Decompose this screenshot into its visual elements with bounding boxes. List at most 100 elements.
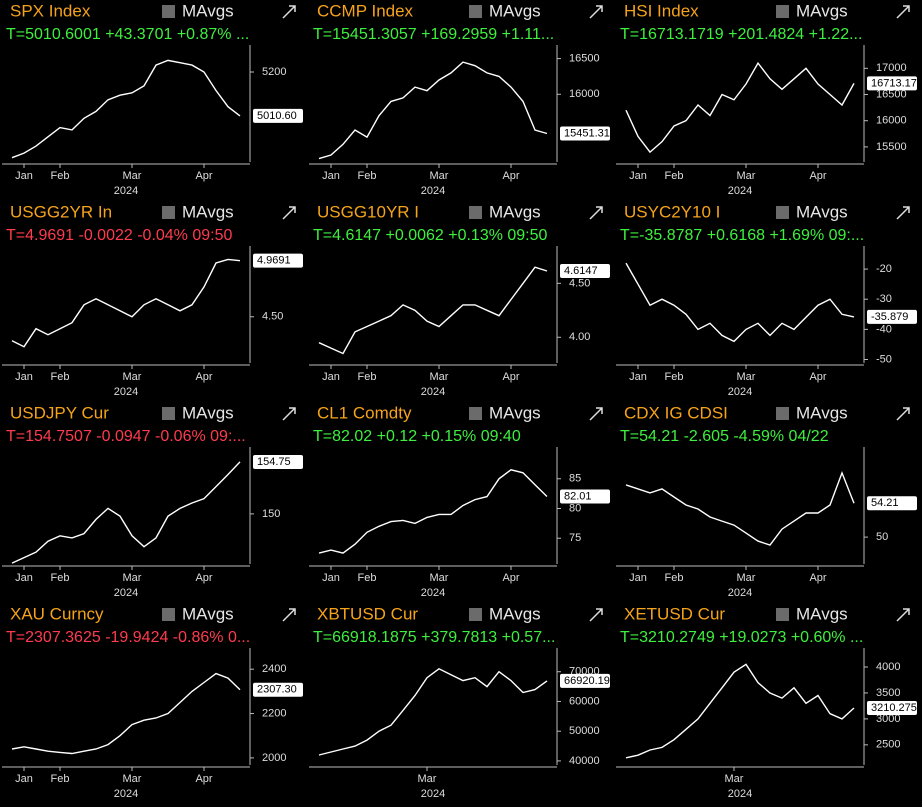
price-line bbox=[318, 266, 548, 355]
y-tick-label: 3000 bbox=[876, 713, 900, 725]
x-tick-label: Mar bbox=[123, 773, 142, 785]
expand-icon[interactable] bbox=[589, 5, 603, 19]
y-tick-label: 60000 bbox=[569, 695, 600, 707]
x-tick-label: Apr bbox=[502, 170, 519, 182]
expand-icon[interactable] bbox=[896, 5, 910, 19]
x-tick-label: Apr bbox=[502, 572, 519, 584]
y-tick-label: 16500 bbox=[876, 88, 907, 100]
toggle-label[interactable]: MAvgs bbox=[489, 403, 541, 422]
toggle-box[interactable] bbox=[469, 5, 482, 18]
x-tick-label: Feb bbox=[51, 371, 70, 383]
x-tick-label: Feb bbox=[665, 572, 684, 584]
chart-title[interactable]: CDX IG CDSI bbox=[624, 403, 728, 422]
chart-title[interactable]: USDJPY Cur bbox=[10, 403, 109, 422]
expand-icon[interactable] bbox=[282, 608, 296, 622]
chart-title[interactable]: XBTUSD Cur bbox=[317, 604, 418, 623]
last-value-label: 3210.275 bbox=[871, 702, 917, 714]
y-tick-label: 17000 bbox=[876, 62, 907, 74]
x-tick-label: Feb bbox=[51, 572, 70, 584]
y-tick-label: 15500 bbox=[876, 141, 907, 153]
y-tick-label: 150 bbox=[262, 508, 280, 520]
toggle-box[interactable] bbox=[162, 206, 175, 219]
toggle-label[interactable]: MAvgs bbox=[796, 1, 848, 20]
x-tick-label: Feb bbox=[51, 170, 70, 182]
toggle-label[interactable]: MAvgs bbox=[182, 604, 234, 623]
chart-title[interactable]: CL1 Comdty bbox=[317, 403, 412, 422]
chart-title[interactable]: SPX Index bbox=[10, 1, 91, 20]
x-tick-label: Apr bbox=[809, 572, 826, 584]
chart-title[interactable]: USGG10YR I bbox=[317, 202, 419, 221]
toggle-box[interactable] bbox=[776, 608, 789, 621]
toggle-label[interactable]: MAvgs bbox=[182, 202, 234, 221]
x-tick-label: Mar bbox=[123, 371, 142, 383]
x-tick-label: Apr bbox=[195, 572, 212, 584]
toggle-label[interactable]: MAvgs bbox=[182, 1, 234, 20]
x-tick-label: Jan bbox=[629, 170, 647, 182]
toggle-box[interactable] bbox=[776, 407, 789, 420]
price-line bbox=[318, 667, 548, 756]
toggle-label[interactable]: MAvgs bbox=[796, 403, 848, 422]
toggle-box[interactable] bbox=[162, 608, 175, 621]
quote: T=3210.2749 +19.0273 +0.60% ... bbox=[620, 629, 863, 646]
x-axis-label: 2024 bbox=[114, 386, 138, 398]
x-axis-label: 2024 bbox=[728, 587, 752, 599]
last-value-label: 66920.19 bbox=[564, 675, 610, 687]
toggle-label[interactable]: MAvgs bbox=[796, 604, 848, 623]
x-tick-label: Mar bbox=[430, 371, 449, 383]
toggle-box[interactable] bbox=[162, 407, 175, 420]
x-tick-label: Mar bbox=[737, 170, 756, 182]
toggle-box[interactable] bbox=[469, 608, 482, 621]
expand-icon[interactable] bbox=[589, 407, 603, 421]
y-tick-label: 4000 bbox=[876, 661, 900, 673]
y-tick-label: 50000 bbox=[569, 725, 600, 737]
x-axis-label: 2024 bbox=[421, 788, 445, 800]
y-tick-label: 50 bbox=[876, 531, 888, 543]
x-tick-label: Mar bbox=[430, 572, 449, 584]
expand-icon[interactable] bbox=[896, 407, 910, 421]
toggle-label[interactable]: MAvgs bbox=[489, 202, 541, 221]
chart-title[interactable]: XETUSD Cur bbox=[624, 604, 725, 623]
expand-icon[interactable] bbox=[896, 206, 910, 220]
expand-icon[interactable] bbox=[282, 5, 296, 19]
x-tick-label: Feb bbox=[51, 773, 70, 785]
x-tick-label: Mar bbox=[123, 572, 142, 584]
x-tick-label: Jan bbox=[322, 371, 340, 383]
x-axis-label: 2024 bbox=[114, 185, 138, 197]
toggle-label[interactable]: MAvgs bbox=[796, 202, 848, 221]
expand-icon[interactable] bbox=[589, 608, 603, 622]
x-tick-label: Feb bbox=[358, 572, 377, 584]
x-tick-label: Apr bbox=[195, 170, 212, 182]
quote: T=2307.3625 -19.9424 -0.86% 0... bbox=[6, 629, 250, 646]
y-tick-label: 80 bbox=[569, 502, 581, 514]
price-line bbox=[625, 470, 855, 546]
chart-title[interactable]: HSI Index bbox=[624, 1, 699, 20]
toggle-box[interactable] bbox=[162, 5, 175, 18]
last-value-box bbox=[253, 253, 303, 268]
last-value-label: 4.6147 bbox=[564, 265, 598, 277]
x-tick-label: Apr bbox=[502, 371, 519, 383]
quote: T=4.9691 -0.0022 -0.04% 09:50 bbox=[6, 227, 232, 244]
toggle-box[interactable] bbox=[776, 206, 789, 219]
x-axis-label: 2024 bbox=[421, 185, 445, 197]
chart-title[interactable]: USGG2YR In bbox=[10, 202, 112, 221]
chart-title[interactable]: XAU Curncy bbox=[10, 604, 104, 623]
expand-icon[interactable] bbox=[589, 206, 603, 220]
chart-title[interactable]: USYC2Y10 I bbox=[624, 202, 720, 221]
toggle-label[interactable]: MAvgs bbox=[182, 403, 234, 422]
toggle-label[interactable]: MAvgs bbox=[489, 604, 541, 623]
toggle-box[interactable] bbox=[776, 5, 789, 18]
toggle-label[interactable]: MAvgs bbox=[489, 1, 541, 20]
x-tick-label: Jan bbox=[15, 371, 33, 383]
expand-icon[interactable] bbox=[282, 206, 296, 220]
expand-icon[interactable] bbox=[282, 407, 296, 421]
expand-icon[interactable] bbox=[896, 608, 910, 622]
last-value-box bbox=[867, 309, 917, 324]
x-tick-label: Feb bbox=[358, 371, 377, 383]
toggle-box[interactable] bbox=[469, 206, 482, 219]
chart-title[interactable]: CCMP Index bbox=[317, 1, 414, 20]
y-tick-label: 4.50 bbox=[262, 311, 283, 323]
y-tick-label: 4.50 bbox=[569, 277, 590, 289]
quote: T=4.6147 +0.0062 +0.13% 09:50 bbox=[313, 227, 548, 244]
toggle-box[interactable] bbox=[469, 407, 482, 420]
y-tick-label: 2500 bbox=[876, 739, 900, 751]
